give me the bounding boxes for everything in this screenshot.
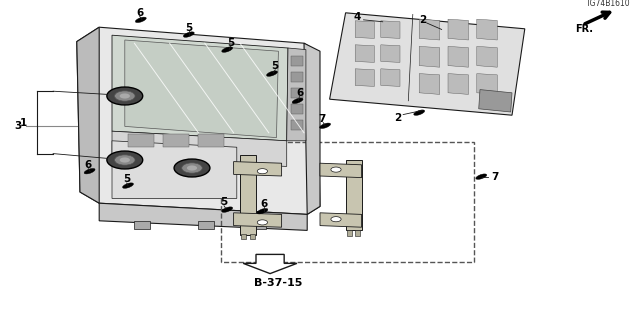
Bar: [241, 234, 246, 239]
Polygon shape: [355, 45, 374, 62]
Ellipse shape: [413, 110, 425, 116]
Bar: [198, 221, 214, 229]
Text: TG74B1610: TG74B1610: [586, 0, 630, 8]
Text: 5: 5: [185, 23, 193, 33]
Ellipse shape: [221, 207, 233, 212]
Text: 6: 6: [296, 88, 303, 98]
Polygon shape: [240, 155, 256, 235]
Polygon shape: [419, 19, 440, 40]
Text: 7: 7: [491, 172, 499, 182]
Polygon shape: [448, 19, 468, 40]
Bar: [128, 134, 154, 147]
Polygon shape: [112, 131, 287, 166]
Text: B-37-15: B-37-15: [254, 278, 303, 288]
Text: 5: 5: [271, 61, 279, 71]
Ellipse shape: [122, 183, 134, 188]
Polygon shape: [99, 203, 307, 230]
Polygon shape: [346, 160, 362, 230]
Polygon shape: [477, 74, 497, 94]
Bar: [250, 234, 255, 239]
Polygon shape: [77, 27, 99, 203]
Circle shape: [331, 167, 341, 172]
Circle shape: [331, 217, 341, 222]
Text: 3: 3: [14, 121, 22, 132]
Text: FR.: FR.: [575, 24, 593, 34]
Bar: [134, 221, 150, 229]
Circle shape: [107, 151, 143, 169]
Polygon shape: [243, 254, 297, 274]
Polygon shape: [381, 45, 400, 62]
Polygon shape: [477, 46, 497, 67]
Ellipse shape: [319, 123, 331, 129]
Polygon shape: [419, 46, 440, 67]
Ellipse shape: [257, 208, 268, 214]
Polygon shape: [125, 40, 278, 138]
Circle shape: [115, 91, 135, 101]
Polygon shape: [112, 141, 237, 198]
Bar: [163, 134, 189, 147]
Text: 2: 2: [419, 15, 426, 25]
Bar: [198, 134, 224, 147]
Ellipse shape: [266, 71, 278, 76]
Ellipse shape: [221, 47, 233, 52]
Ellipse shape: [135, 17, 147, 23]
Circle shape: [187, 165, 197, 171]
Bar: [291, 56, 303, 66]
Ellipse shape: [84, 168, 95, 174]
Bar: [291, 120, 303, 130]
Text: 5: 5: [220, 197, 228, 207]
Bar: [347, 230, 352, 236]
Bar: [355, 230, 360, 236]
Polygon shape: [381, 21, 400, 38]
Text: 6: 6: [84, 160, 92, 171]
Text: 7: 7: [318, 114, 326, 124]
Text: 2: 2: [394, 113, 402, 123]
Polygon shape: [77, 27, 320, 214]
Polygon shape: [448, 74, 468, 94]
Polygon shape: [234, 162, 282, 176]
Polygon shape: [112, 35, 288, 141]
Circle shape: [182, 163, 202, 173]
Polygon shape: [320, 163, 362, 178]
Polygon shape: [477, 19, 497, 40]
Polygon shape: [234, 213, 282, 227]
Bar: [291, 88, 303, 98]
Text: 1: 1: [19, 117, 27, 128]
Ellipse shape: [476, 174, 487, 180]
Circle shape: [257, 169, 268, 174]
Text: 4: 4: [353, 12, 361, 22]
Bar: [291, 72, 303, 82]
Ellipse shape: [292, 98, 303, 104]
Circle shape: [120, 157, 130, 163]
Ellipse shape: [183, 32, 195, 37]
Text: 6: 6: [136, 8, 143, 18]
Circle shape: [174, 159, 210, 177]
Text: 5: 5: [123, 174, 131, 184]
Bar: [291, 104, 303, 114]
Polygon shape: [287, 48, 306, 141]
Bar: [221, 142, 474, 262]
Polygon shape: [304, 43, 320, 214]
Polygon shape: [381, 69, 400, 86]
Polygon shape: [330, 13, 525, 115]
Polygon shape: [479, 90, 512, 112]
Circle shape: [120, 93, 130, 99]
Polygon shape: [419, 74, 440, 94]
Polygon shape: [355, 21, 374, 38]
Text: 5: 5: [227, 37, 234, 48]
Polygon shape: [355, 69, 374, 86]
Text: 6: 6: [260, 199, 268, 209]
Circle shape: [257, 220, 268, 225]
Circle shape: [107, 87, 143, 105]
Circle shape: [115, 155, 135, 165]
Bar: [250, 221, 266, 229]
Polygon shape: [448, 46, 468, 67]
Polygon shape: [320, 213, 362, 227]
